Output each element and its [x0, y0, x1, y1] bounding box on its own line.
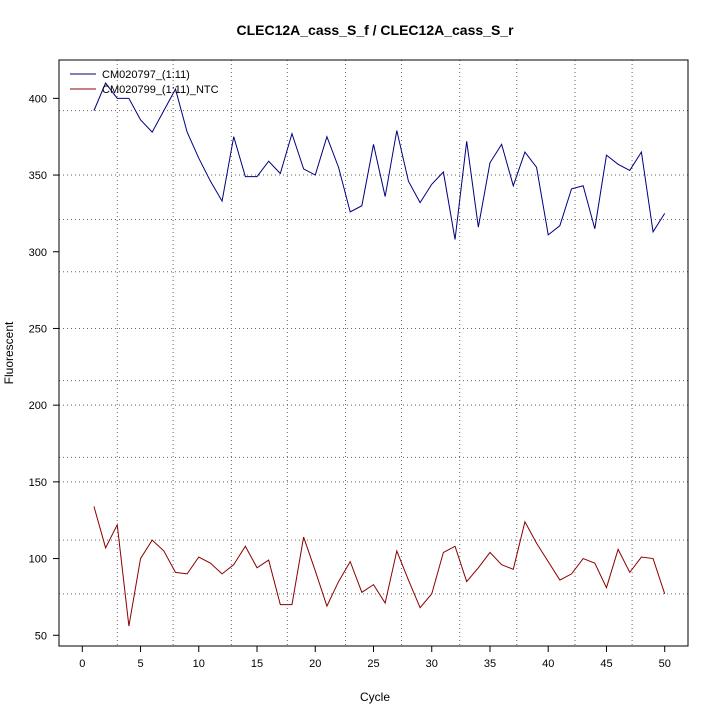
- y-tick-label: 300: [29, 247, 47, 259]
- legend-label-series-2: CM020799_(1:11)_NTC: [102, 84, 219, 96]
- series-line-2: [93, 506, 666, 627]
- x-tick-label: 5: [137, 658, 143, 670]
- x-tick-label: 45: [600, 658, 612, 670]
- x-tick-label: 20: [309, 658, 321, 670]
- x-tick-label: 0: [79, 658, 85, 670]
- x-axis-label: Cycle: [360, 690, 390, 704]
- y-tick-label: 350: [29, 170, 47, 182]
- chart-title: CLEC12A_cass_S_f / CLEC12A_cass_S_r: [236, 22, 514, 38]
- series-line-1: [93, 82, 666, 240]
- series-group: [93, 82, 666, 627]
- grid: [59, 60, 688, 646]
- y-axis-label: Fluorescent: [2, 321, 16, 384]
- y-tick-label: 100: [29, 554, 47, 566]
- x-tick-label: 15: [251, 658, 263, 670]
- x-tick-label: 50: [659, 658, 671, 670]
- y-axis: 50 100 150 200 250 300 350 400: [29, 93, 60, 642]
- y-tick-label: 50: [35, 630, 47, 642]
- y-tick-label: 150: [29, 477, 47, 489]
- x-tick-label: 30: [426, 658, 438, 670]
- x-tick-label: 35: [484, 658, 496, 670]
- x-tick-label: 10: [193, 658, 205, 670]
- x-tick-label: 25: [367, 658, 379, 670]
- x-tick-label: 40: [542, 658, 554, 670]
- y-tick-label: 250: [29, 323, 47, 335]
- x-axis: 0 5 10 15 20 25 30 35 40 45 50: [79, 645, 671, 670]
- y-tick-label: 200: [29, 400, 47, 412]
- y-tick-label: 400: [29, 93, 47, 105]
- plot-frame: [58, 59, 689, 647]
- legend-label-series-1: CM020797_(1:11): [102, 69, 190, 81]
- legend: CM020797_(1:11) CM020799_(1:11)_NTC: [70, 69, 219, 96]
